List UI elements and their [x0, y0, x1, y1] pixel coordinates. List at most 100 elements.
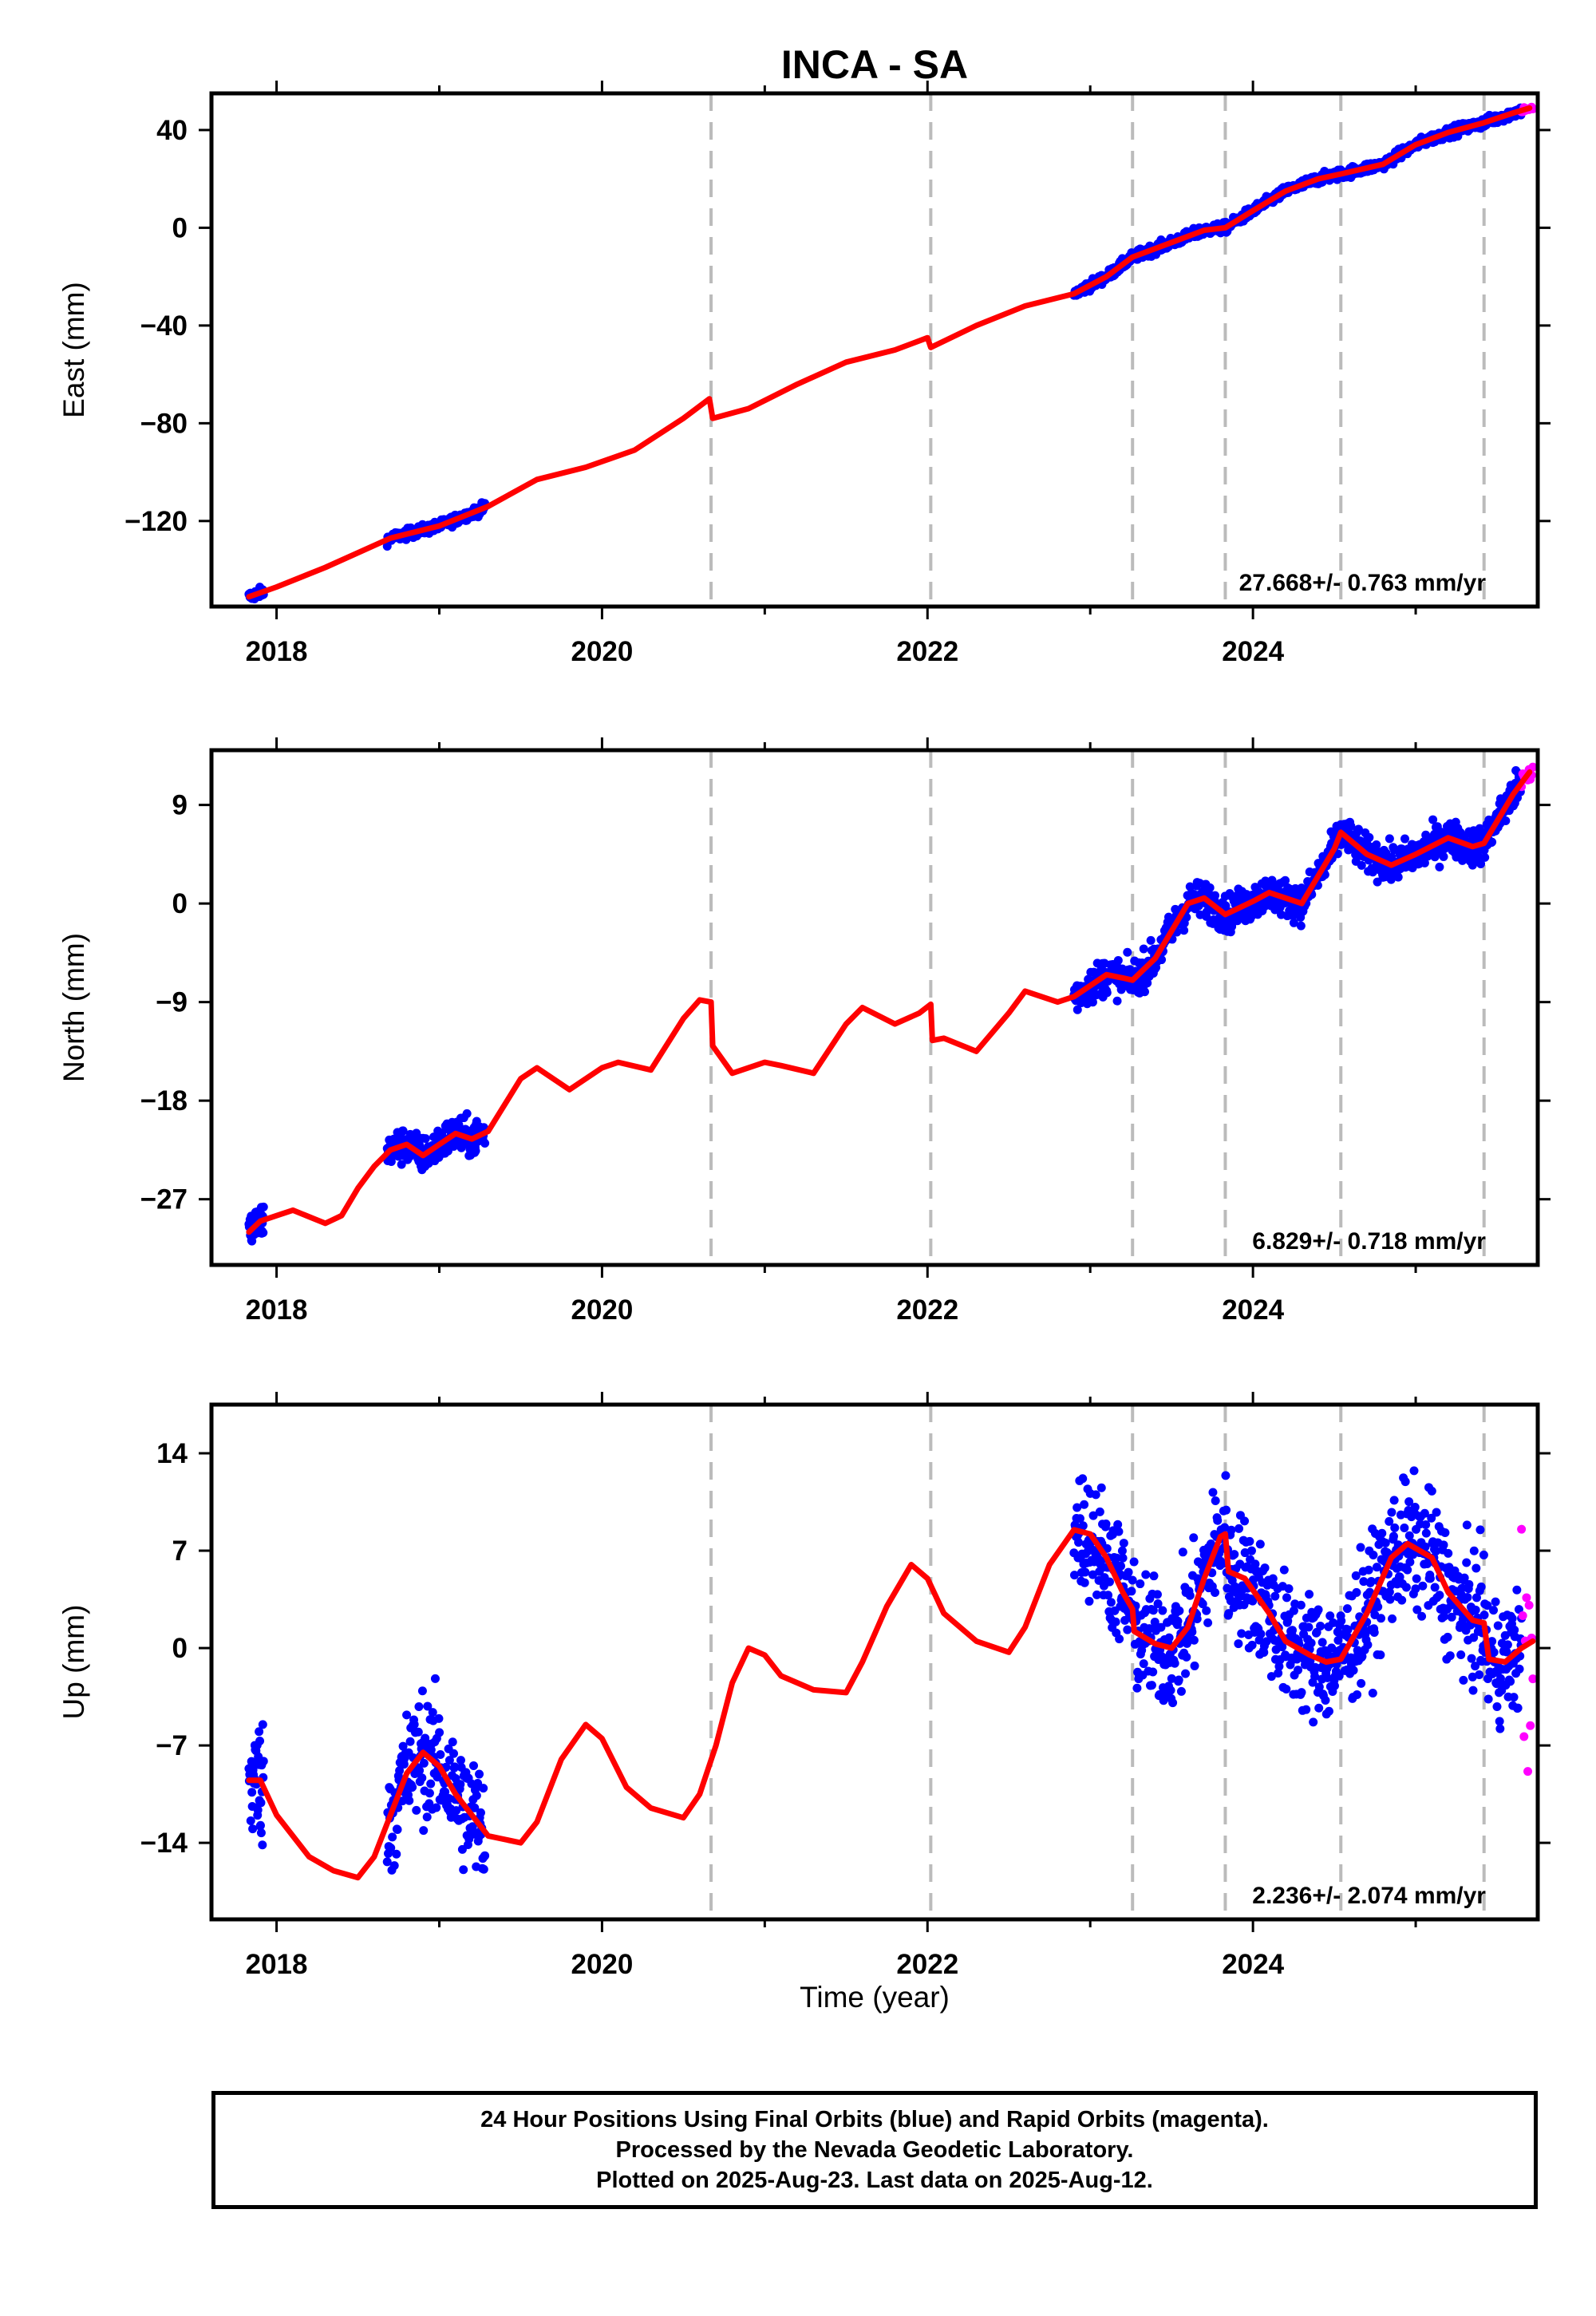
final-orbit-point: [1118, 1553, 1128, 1563]
final-orbit-point: [1377, 1528, 1387, 1538]
final-orbit-point: [1473, 851, 1483, 860]
final-orbit-point: [1428, 815, 1438, 824]
final-orbit-point: [1321, 1695, 1330, 1705]
final-orbit-point: [1314, 1605, 1323, 1614]
final-orbit-point: [1096, 1483, 1106, 1492]
final-orbit-point: [452, 1806, 461, 1816]
final-orbit-point: [1173, 1616, 1183, 1626]
final-orbit-point: [1211, 1496, 1220, 1505]
final-orbit-point: [1489, 1606, 1499, 1615]
final-orbit-point: [1220, 1523, 1230, 1532]
final-orbit-point: [1221, 1471, 1231, 1480]
final-orbit-point: [1403, 1565, 1412, 1575]
final-orbit-point: [1091, 1490, 1100, 1500]
final-orbit-point: [1412, 1605, 1422, 1614]
final-orbit-point: [1456, 1650, 1466, 1660]
final-orbit-point: [1435, 1591, 1444, 1600]
final-orbit-point: [1389, 1531, 1398, 1541]
x-tick-label: 2020: [571, 1949, 633, 1980]
final-orbit-point: [255, 1820, 265, 1830]
final-orbit-point: [1459, 1675, 1468, 1685]
final-orbit-point: [1427, 1513, 1436, 1523]
final-orbit-point: [1385, 1516, 1394, 1526]
model-fit-line: [246, 1527, 1536, 1881]
final-orbit-point: [1198, 1599, 1207, 1609]
final-orbit-point: [1373, 1602, 1383, 1611]
final-orbit-point: [1139, 944, 1148, 954]
final-orbit-point: [1147, 1681, 1156, 1690]
final-orbit-point: [246, 1816, 255, 1826]
y-tick-label: −27: [140, 1184, 188, 1215]
final-orbit-point: [428, 1708, 437, 1717]
final-orbit-point: [1185, 1591, 1195, 1600]
final-orbit-point: [469, 1761, 479, 1770]
y-tick-label: 0: [172, 212, 188, 243]
final-orbit-point: [1388, 1614, 1397, 1623]
final-orbit-point: [1359, 1577, 1369, 1587]
final-orbit-point: [1443, 1632, 1452, 1642]
final-orbit-point: [456, 1780, 465, 1789]
final-orbit-point: [1182, 1638, 1191, 1648]
final-orbit-point: [480, 1139, 490, 1148]
final-orbit-point: [1410, 1502, 1420, 1512]
final-orbit-point: [1472, 1593, 1481, 1603]
final-orbit-point: [1405, 1557, 1415, 1567]
final-orbit-point: [402, 1710, 412, 1720]
panel-east: 40 0 −40 −80 −120 2018 2020 2022 2024 East (mm) 27…: [57, 81, 1551, 667]
final-orbit-point: [1329, 1618, 1338, 1627]
final-orbit-point: [1389, 1496, 1399, 1505]
final-orbit-point: [1101, 1519, 1111, 1528]
final-orbit-point: [1349, 1666, 1358, 1675]
final-orbit-point: [1187, 1627, 1197, 1637]
final-orbit-point: [1420, 1542, 1430, 1551]
final-orbit-point: [1080, 1500, 1089, 1509]
x-tick-label: 2024: [1222, 1949, 1284, 1980]
final-orbit-point: [1270, 1591, 1280, 1601]
final-orbit-point: [1306, 1638, 1316, 1648]
final-orbit-point: [1472, 1563, 1481, 1573]
final-orbit-point: [1305, 1590, 1314, 1599]
final-orbit-point: [1113, 955, 1123, 965]
x-tick-label: 2022: [896, 1949, 958, 1980]
final-orbit-point: [1179, 926, 1189, 935]
final-orbit-point: [413, 1727, 423, 1737]
final-orbit-point: [1111, 1617, 1120, 1626]
final-orbit-point: [1430, 1583, 1440, 1592]
final-orbit-point: [393, 1825, 402, 1835]
y-tick-label: 0: [172, 1633, 188, 1664]
final-orbit-point: [1289, 1606, 1298, 1615]
final-orbit-point: [1279, 1565, 1289, 1575]
x-tick-label: 2022: [896, 636, 958, 667]
final-orbit-point: [1170, 1658, 1179, 1668]
rapid-orbit-point: [1522, 1593, 1531, 1603]
final-orbit-point: [475, 1769, 484, 1779]
y-tick-label: 40: [156, 115, 188, 146]
final-orbit-point: [1447, 1612, 1456, 1622]
final-orbit-point: [1512, 1585, 1522, 1595]
final-orbit-point: [1255, 1539, 1265, 1549]
final-orbit-point: [1115, 1634, 1124, 1644]
final-orbit-point: [1364, 1565, 1373, 1575]
panel-frame: [209, 748, 1540, 1267]
final-orbit-point: [1266, 1672, 1276, 1682]
y-tick-label: −40: [140, 310, 188, 342]
y-tick-label: 7: [172, 1535, 188, 1567]
final-orbit-point: [1092, 1590, 1102, 1599]
panel-up: 14 7 0 −7 −14 2018 2020 2022 2024 Up (mm) 2.236+/-…: [57, 1392, 1551, 1980]
final-orbit-point: [1425, 1574, 1435, 1583]
final-orbit-point: [470, 1803, 480, 1812]
final-orbit-point: [479, 1864, 488, 1874]
final-orbit-point: [440, 1787, 450, 1796]
x-tick-label: 2018: [246, 1949, 308, 1980]
final-orbit-point: [408, 1782, 417, 1792]
final-orbit-point: [450, 1762, 460, 1772]
y-tick-label: −80: [140, 408, 188, 439]
final-orbit-point: [1152, 1590, 1162, 1599]
final-orbit-point: [1390, 1523, 1400, 1532]
final-orbit-point: [1385, 1595, 1395, 1604]
footer-line-dates: Plotted on 2025-Aug-23. Last data on 202…: [596, 2168, 1153, 2193]
final-orbit-point: [1304, 1622, 1314, 1632]
final-orbit-point: [1464, 1579, 1474, 1589]
final-orbit-point: [1104, 1591, 1113, 1600]
x-tick-label: 2020: [571, 1294, 633, 1326]
